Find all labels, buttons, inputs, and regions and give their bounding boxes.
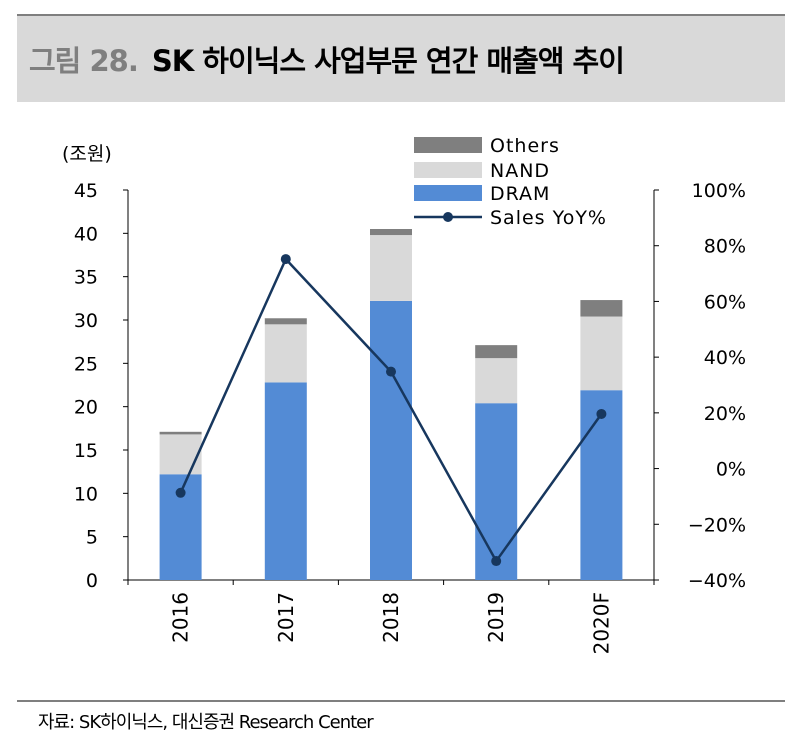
bar-others-2017 [264,318,307,325]
bar-nand-2019 [475,358,518,404]
yoy-point-2019 [491,556,502,567]
x-tick-label: 2016 [169,592,193,643]
x-tick-label: 2017 [274,592,298,643]
x-tick-label: 2020F [589,592,613,654]
bar-dram-2020F [580,390,623,580]
figure-title-text: SK 하이닉스 사업부문 연간 매출액 추이 [151,44,625,78]
y-tick-label: 35 [74,267,98,289]
bar-nand-2020F [580,316,623,391]
yoy-point-2020F [596,408,607,419]
y-tick-label: 20 [74,397,98,419]
bar-others-2016 [159,431,202,435]
y-tick-label: 40 [74,223,98,245]
y-tick-label: 10 [74,483,98,505]
bar-others-2018 [370,229,412,236]
y2-tick-label: 100% [692,180,746,202]
y-tick-label: 25 [74,353,98,375]
yoy-point-2017 [280,254,291,265]
y-tick-label: 45 [74,180,98,202]
legend-swatch-others [414,137,482,153]
bar-dram-2017 [264,382,307,580]
source-note: 자료: SK하이닉스, 대신증권 Research Center [38,712,374,733]
yoy-point-2018 [386,366,396,377]
figure-title: 그림 28. SK 하이닉스 사업부문 연간 매출액 추이 [29,38,625,80]
figure-number: 그림 28. [29,44,139,78]
y2-tick-label: −40% [688,570,746,592]
bar-nand-2018 [370,235,412,301]
chart: (조원) 0 5 10 15 20 25 30 35 40 45 −40% −20% 0% 20% 40% 60… [62,135,746,654]
y2-tick-label: 20% [704,403,746,425]
legend-label: NAND [490,160,550,182]
legend-label: Others [490,135,560,157]
x-tick-label: 2019 [484,592,508,643]
y2-tick-label: 40% [704,347,746,369]
legend-label: DRAM [490,183,550,205]
y2-tick-label: 0% [716,459,746,481]
y-tick-label: 30 [74,310,98,332]
x-tick-label: 2018 [379,592,403,643]
y-axis-label: (조원) [62,143,112,165]
y-tick-label: 5 [86,527,98,549]
bar-dram-2018 [370,300,412,580]
bar-nand-2017 [264,324,307,383]
bar-others-2020F [580,300,623,317]
legend-swatch-marker [443,212,453,222]
title-bar: 그림 28. SK 하이닉스 사업부문 연간 매출액 추이 [17,14,785,102]
footer-divider [17,700,785,702]
yoy-point-2016 [175,487,186,498]
y-tick-label: 0 [86,570,98,592]
bar-others-2019 [475,345,518,359]
legend-swatch-dram [414,185,482,201]
legend-label: Sales YoY% [490,207,607,229]
y2-tick-label: 80% [704,236,746,258]
legend-swatch-nand [414,162,482,178]
bar-dram-2019 [475,403,518,580]
bar-nand-2016 [159,434,202,475]
y2-tick-label: −20% [688,514,746,536]
y-tick-label: 15 [74,440,98,462]
y2-tick-label: 60% [704,291,746,313]
